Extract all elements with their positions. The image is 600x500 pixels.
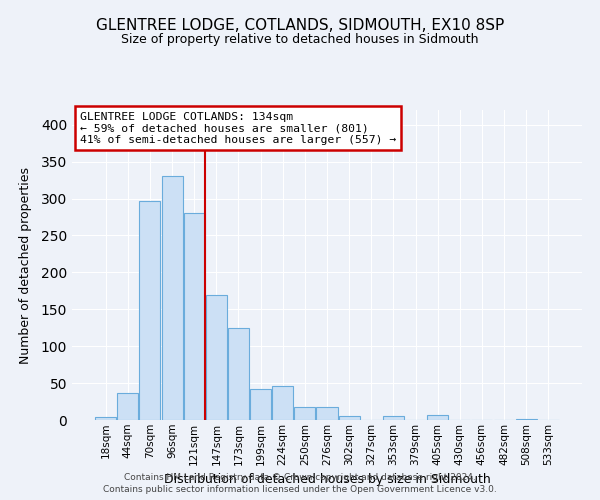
Bar (295, 408, 316, 420)
X-axis label: Distribution of detached houses by size in Sidmouth: Distribution of detached houses by size … (164, 473, 490, 486)
Bar (139, 201, 160, 420)
Bar (206, 294, 227, 420)
Bar (427, 415, 448, 420)
Text: Contains HM Land Registry data © Crown copyright and database right 2024.: Contains HM Land Registry data © Crown c… (124, 472, 476, 482)
Text: Contains public sector information licensed under the Open Government Licence v3: Contains public sector information licen… (103, 485, 497, 494)
Bar (161, 176, 182, 420)
Bar (184, 214, 205, 420)
Bar (383, 416, 404, 420)
Bar (316, 406, 338, 420)
Text: GLENTREE LODGE, COTLANDS, SIDMOUTH, EX10 8SP: GLENTREE LODGE, COTLANDS, SIDMOUTH, EX10… (96, 18, 504, 32)
Bar (338, 416, 359, 420)
Bar (118, 392, 139, 420)
Bar (228, 328, 249, 420)
Y-axis label: Number of detached properties: Number of detached properties (19, 166, 32, 364)
Bar (272, 386, 293, 420)
Bar (515, 418, 536, 420)
Bar (95, 417, 116, 420)
Text: Size of property relative to detached houses in Sidmouth: Size of property relative to detached ho… (121, 32, 479, 46)
Text: GLENTREE LODGE COTLANDS: 134sqm
← 59% of detached houses are smaller (801)
41% o: GLENTREE LODGE COTLANDS: 134sqm ← 59% of… (80, 112, 396, 145)
Bar (250, 389, 271, 420)
